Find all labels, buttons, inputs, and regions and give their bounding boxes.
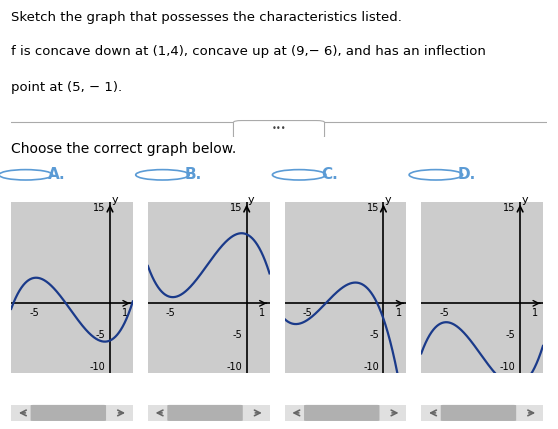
Text: 15: 15	[503, 203, 516, 213]
Text: 15: 15	[93, 203, 105, 213]
Text: -10: -10	[500, 362, 516, 372]
Text: A.: A.	[47, 167, 65, 182]
Text: 1: 1	[122, 308, 128, 318]
FancyBboxPatch shape	[148, 405, 270, 421]
Text: D.: D.	[458, 167, 476, 182]
FancyBboxPatch shape	[421, 405, 543, 421]
Text: -5: -5	[95, 330, 105, 340]
Text: Sketch the graph that possesses the characteristics listed.: Sketch the graph that possesses the char…	[11, 11, 402, 24]
Text: -5: -5	[506, 330, 516, 340]
Text: 1: 1	[396, 308, 402, 318]
Text: -5: -5	[29, 308, 39, 318]
Text: Choose the correct graph below.: Choose the correct graph below.	[11, 142, 237, 157]
Text: -10: -10	[363, 362, 379, 372]
Text: -5: -5	[439, 308, 449, 318]
Text: B.: B.	[184, 167, 201, 182]
Text: 15: 15	[367, 203, 379, 213]
Text: y: y	[248, 195, 254, 205]
FancyBboxPatch shape	[285, 405, 406, 421]
Text: -5: -5	[369, 330, 379, 340]
Text: -5: -5	[232, 330, 242, 340]
FancyBboxPatch shape	[304, 405, 379, 421]
FancyBboxPatch shape	[167, 405, 243, 421]
Text: point at (5, − 1).: point at (5, − 1).	[11, 81, 122, 94]
Text: 15: 15	[230, 203, 242, 213]
Text: 1: 1	[259, 308, 265, 318]
Text: y: y	[384, 195, 391, 205]
Text: C.: C.	[321, 167, 338, 182]
FancyBboxPatch shape	[233, 121, 325, 139]
Text: y: y	[521, 195, 528, 205]
Text: y: y	[111, 195, 118, 205]
Text: 1: 1	[532, 308, 538, 318]
FancyBboxPatch shape	[31, 405, 106, 421]
FancyBboxPatch shape	[441, 405, 516, 421]
Text: -5: -5	[166, 308, 176, 318]
Text: -10: -10	[227, 362, 242, 372]
Text: -5: -5	[302, 308, 312, 318]
FancyBboxPatch shape	[11, 405, 133, 421]
Text: -10: -10	[90, 362, 105, 372]
Text: •••: •••	[272, 124, 286, 133]
Text: f is concave down at (1,4), concave up at (9,− 6), and has an inflection: f is concave down at (1,4), concave up a…	[11, 45, 486, 57]
